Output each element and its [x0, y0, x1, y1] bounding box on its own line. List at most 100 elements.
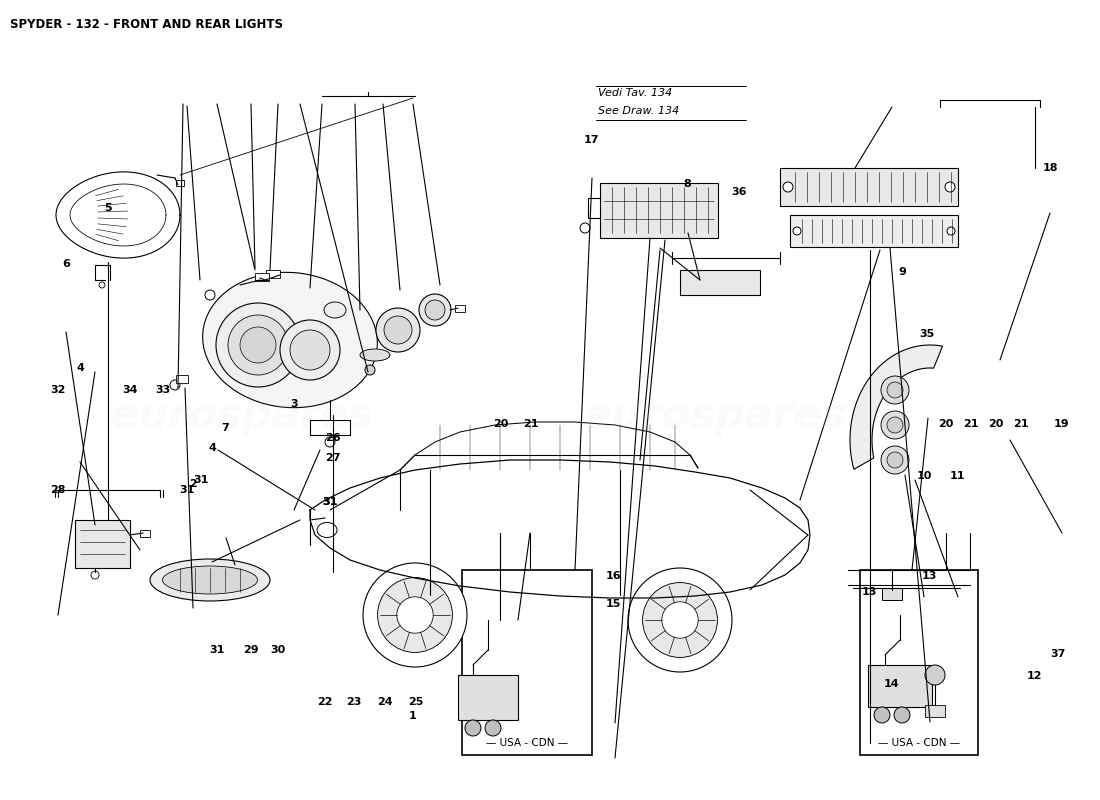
Text: 34: 34 [122, 386, 138, 395]
Circle shape [887, 382, 903, 398]
Text: 8: 8 [683, 179, 692, 189]
Bar [868, 665, 932, 707]
Text: 27: 27 [326, 453, 341, 462]
Ellipse shape [150, 559, 270, 601]
Bar [680, 270, 760, 295]
Circle shape [324, 437, 336, 447]
Ellipse shape [360, 349, 390, 361]
Circle shape [240, 327, 276, 363]
Text: 19: 19 [1054, 419, 1069, 429]
Text: 31: 31 [179, 485, 195, 494]
Text: 7: 7 [221, 423, 230, 433]
Text: 21: 21 [1013, 419, 1028, 429]
Circle shape [397, 597, 433, 634]
Text: 21: 21 [524, 419, 539, 429]
Text: 29: 29 [243, 645, 258, 654]
Circle shape [881, 376, 909, 404]
Text: 10: 10 [916, 471, 932, 481]
Circle shape [945, 182, 955, 192]
Text: 1: 1 [408, 711, 417, 721]
Circle shape [881, 411, 909, 439]
Circle shape [925, 665, 945, 685]
Text: 31: 31 [322, 497, 338, 506]
Circle shape [947, 227, 955, 235]
Text: 16: 16 [606, 571, 621, 581]
Polygon shape [850, 345, 943, 470]
Circle shape [91, 571, 99, 579]
Text: 15: 15 [606, 599, 621, 609]
Text: — USA - CDN —: — USA - CDN — [878, 738, 960, 748]
Text: 32: 32 [51, 386, 66, 395]
Text: 31: 31 [209, 645, 224, 654]
Circle shape [580, 223, 590, 233]
Circle shape [887, 452, 903, 468]
Bar [255, 273, 270, 281]
Text: 4: 4 [76, 363, 85, 373]
Text: SPYDER - 132 - FRONT AND REAR LIGHTS: SPYDER - 132 - FRONT AND REAR LIGHTS [10, 18, 283, 31]
Bar [176, 375, 188, 383]
Text: 31: 31 [322, 497, 338, 506]
Text: 37: 37 [1050, 650, 1066, 659]
Text: Vedi Tav. 134: Vedi Tav. 134 [598, 88, 672, 98]
Text: 31: 31 [194, 475, 209, 485]
Text: 9: 9 [898, 267, 906, 277]
Text: 30: 30 [271, 645, 286, 654]
Bar [882, 588, 902, 600]
Text: 25: 25 [408, 698, 424, 707]
Text: 2: 2 [188, 479, 197, 489]
Text: 20: 20 [938, 419, 954, 429]
Text: 13: 13 [861, 587, 877, 597]
Bar [600, 183, 718, 238]
Circle shape [290, 330, 330, 370]
Text: 20: 20 [493, 419, 508, 429]
Circle shape [485, 720, 501, 736]
Text: 14: 14 [883, 679, 899, 689]
Text: eurospares: eurospares [583, 395, 847, 437]
Circle shape [894, 707, 910, 723]
Circle shape [377, 578, 452, 653]
Text: 36: 36 [732, 187, 747, 197]
Circle shape [662, 602, 698, 638]
Text: 17: 17 [584, 135, 600, 145]
Text: 28: 28 [51, 485, 66, 494]
Text: 33: 33 [155, 386, 170, 395]
Text: See Draw. 134: See Draw. 134 [598, 106, 680, 116]
Circle shape [425, 300, 446, 320]
Circle shape [874, 707, 890, 723]
Text: 20: 20 [988, 419, 1003, 429]
Text: 24: 24 [377, 698, 393, 707]
Bar [455, 305, 465, 312]
Ellipse shape [202, 272, 377, 408]
Circle shape [384, 316, 412, 344]
Ellipse shape [324, 302, 346, 318]
Text: 22: 22 [317, 698, 332, 707]
Text: eurospares: eurospares [110, 395, 374, 437]
Bar [462, 570, 592, 755]
Bar [790, 215, 958, 247]
Circle shape [228, 315, 288, 375]
Ellipse shape [163, 566, 257, 594]
Text: 21: 21 [964, 419, 979, 429]
Circle shape [363, 563, 468, 667]
Bar [860, 570, 978, 755]
Circle shape [783, 182, 793, 192]
Text: 3: 3 [290, 399, 297, 409]
Circle shape [642, 582, 717, 658]
Circle shape [465, 720, 481, 736]
Text: 6: 6 [62, 259, 70, 269]
Circle shape [99, 282, 104, 288]
Circle shape [419, 294, 451, 326]
Text: 11: 11 [949, 471, 965, 481]
Circle shape [881, 446, 909, 474]
Circle shape [628, 568, 732, 672]
Text: 18: 18 [1043, 163, 1058, 173]
Text: 26: 26 [326, 434, 341, 443]
Text: 12: 12 [1026, 671, 1042, 681]
Circle shape [376, 308, 420, 352]
Circle shape [887, 417, 903, 433]
Text: — USA - CDN —: — USA - CDN — [486, 738, 568, 748]
Circle shape [170, 380, 180, 390]
Bar [780, 168, 958, 206]
Circle shape [365, 365, 375, 375]
Bar [925, 705, 945, 717]
